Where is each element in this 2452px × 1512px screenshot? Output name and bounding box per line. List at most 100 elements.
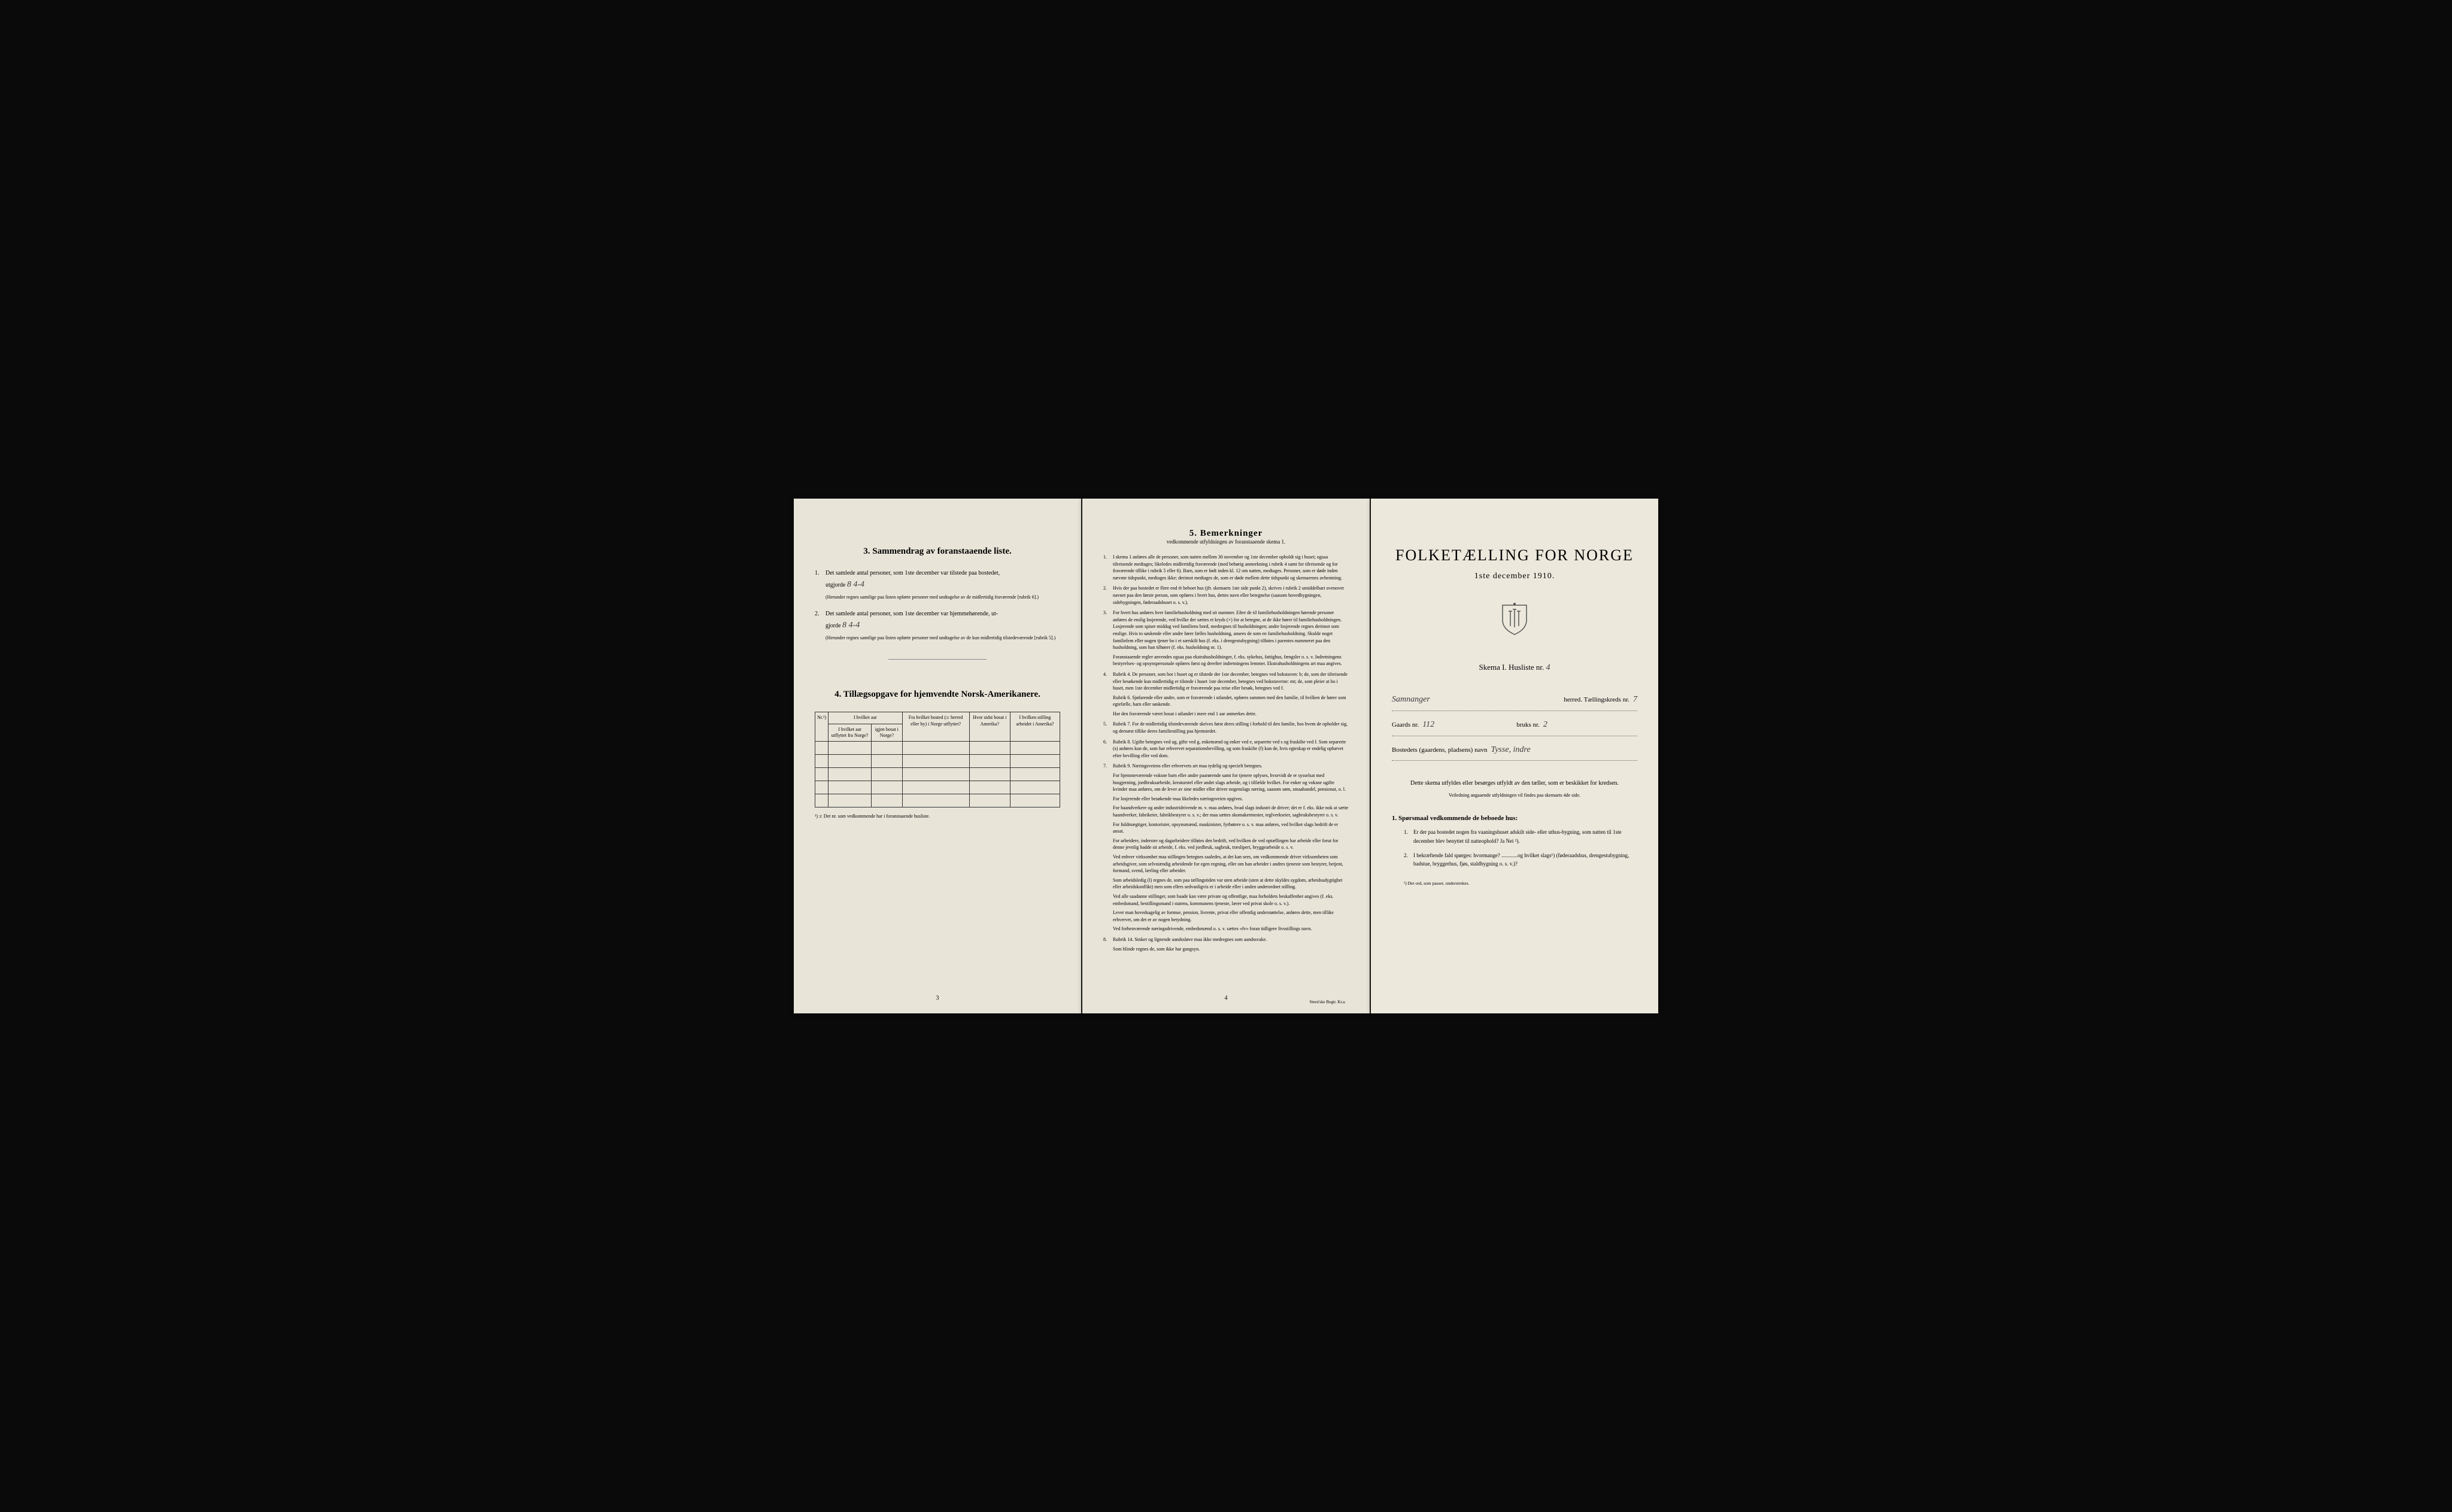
section3-title: 3. Sammendrag av foranstaaende liste. — [815, 546, 1060, 557]
table-row — [815, 755, 1060, 768]
remark-item: 7. Rubrik 9. Næringsveiens eller erhverve… — [1103, 763, 1349, 932]
gaards-label: Gaards nr. — [1392, 718, 1419, 732]
item-num: 1. — [815, 569, 820, 578]
remark-item: 5. Rubrik 7. For de midlertidig tilstedev… — [1103, 721, 1349, 734]
section4-title: 4. Tillægsopgave for hjemvendte Norsk-Am… — [815, 690, 1060, 700]
remark-num: 2. — [1103, 585, 1107, 592]
herred-label: herred. Tællingskreds nr. — [1564, 693, 1629, 707]
question-1: 1. Er der paa bostedet nogen fra vaaning… — [1404, 828, 1637, 845]
item2-text: Det samlede antal personer, som 1ste dec… — [826, 611, 998, 617]
divider — [888, 659, 987, 660]
item-1: 1. Det samlede antal personer, som 1ste … — [815, 569, 1060, 601]
remark-para: Rubrik 8. Ugifte betegnes ved ug, gifte … — [1113, 739, 1349, 760]
page-right: FOLKETÆLLING FOR NORGE 1ste december 191… — [1371, 499, 1658, 1013]
herred-value: Samnanger — [1392, 691, 1564, 709]
q2-text: I bekræftende fald spørges: hvormange? .… — [1413, 852, 1629, 867]
q-num: 2. — [1404, 851, 1408, 860]
q1-text: Er der paa bostedet nogen fra vaaningshu… — [1413, 829, 1622, 843]
section5-subtitle: vedkommende utfyldningen av foranstaaend… — [1103, 539, 1349, 545]
form-fields: Samnanger herred. Tællingskreds nr. 7 Ga… — [1392, 691, 1637, 761]
skema-line: Skema I. Husliste nr. 4 — [1392, 663, 1637, 673]
question-title: 1. Spørsmaal vedkommende de beboede hus: — [1392, 815, 1637, 822]
remarks-list: 1. I skema 1 anføres alle de personer, so… — [1103, 554, 1349, 952]
table-footnote: ¹) ɔ: Det nr. som vedkommende har i fora… — [815, 813, 1060, 819]
table-row — [815, 768, 1060, 781]
bosted-value: Tysse, indre — [1491, 741, 1637, 760]
item1-value: 8 4-4 — [847, 580, 864, 589]
item1-text: Det samlede antal personer, som 1ste dec… — [826, 570, 1000, 576]
item2-value: 8 4-4 — [842, 621, 860, 630]
document-spread: 3. Sammendrag av foranstaaende liste. 1.… — [794, 499, 1658, 1013]
main-title: FOLKETÆLLING FOR NORGE — [1392, 546, 1637, 564]
remark-para: Rubrik 9. Næringsveiens eller erhvervets… — [1113, 763, 1349, 770]
remark-para: Som blinde regnes de, som ikke har gangs… — [1113, 946, 1349, 953]
remark-para: For fuldmægtiger, kontorister, opsynsmæn… — [1113, 821, 1349, 835]
instructions-main: Dette skema utfyldes eller besørges utfy… — [1392, 779, 1637, 788]
table-row — [815, 742, 1060, 755]
th-amerika: Hvor sidst bosat i Amerika? — [969, 712, 1010, 742]
coat-of-arms-icon — [1392, 602, 1637, 642]
remark-num: 6. — [1103, 739, 1107, 746]
amerikanere-table: Nr.¹) I hvilket aar Fra hvilket bosted (… — [815, 712, 1060, 807]
remark-para: For haandverkere og andre industridriven… — [1113, 804, 1349, 818]
remark-num: 3. — [1103, 609, 1107, 617]
item-num: 2. — [815, 609, 820, 619]
item2-word: gjorde — [826, 623, 841, 629]
remark-para: Som arbeidsledig (l) regnes de, som paa … — [1113, 877, 1349, 891]
remark-para: I skema 1 anføres alle de personer, som … — [1113, 554, 1349, 581]
kreds-nr: 7 — [1633, 691, 1637, 709]
herred-line: Samnanger herred. Tællingskreds nr. 7 — [1392, 691, 1637, 711]
gaards-nr: 112 — [1422, 716, 1516, 734]
remark-num: 1. — [1103, 554, 1107, 561]
page-number: 3 — [936, 995, 939, 1001]
remark-para: Rubrik 4. De personer, som bor i huset o… — [1113, 671, 1349, 692]
th-aar: I hvilket aar — [829, 712, 903, 724]
remark-item: 3.For hvert hus anføres hver familiehush… — [1103, 609, 1349, 667]
item1-word: utgjorde — [826, 582, 845, 588]
remark-para: Ved enhver virksomhet maa stillingen bet… — [1113, 854, 1349, 875]
remark-item: 6. Rubrik 8. Ugifte betegnes ved ug, gift… — [1103, 739, 1349, 760]
th-stilling: I hvilken stilling arbeidet i Amerika? — [1010, 712, 1060, 742]
remark-para: For arbeidere, inderster og dagarbeidere… — [1113, 837, 1349, 851]
remark-para: Foranstaaende regler anvendes ogsaa paa … — [1113, 654, 1349, 667]
remark-para: Ved forhenværende næringsdrivende, embed… — [1113, 925, 1349, 933]
table-body — [815, 742, 1060, 807]
th-bosted: Fra hvilket bosted (ɔ: herred eller by) … — [902, 712, 969, 742]
husliste-nr: 4 — [1546, 663, 1550, 672]
th-utflyttet: I hvilket aar utflyttet fra Norge? — [829, 724, 872, 742]
bruks-nr: 2 — [1543, 716, 1637, 734]
remark-para: Rubrik 14. Sinker og lignende aandssløve… — [1113, 936, 1349, 943]
remark-num: 7. — [1103, 763, 1107, 770]
th-nr: Nr.¹) — [815, 712, 829, 742]
remark-para: For losjerende eller besøkende maa likel… — [1113, 796, 1349, 803]
table-row — [815, 781, 1060, 794]
printer-mark: Steen'ske Bogtr. Kr.a. — [1309, 1000, 1346, 1004]
item-2: 2. Det samlede antal personer, som 1ste … — [815, 609, 1060, 642]
page-number: 4 — [1225, 995, 1228, 1001]
bruks-label: bruks nr. — [1516, 718, 1540, 732]
remark-para: Ved alle saadanne stillinger, som baade … — [1113, 893, 1349, 907]
th-igjen: igjen bosat i Norge? — [872, 724, 903, 742]
instructions-small: Veiledning angaaende utfyldningen vil fi… — [1392, 792, 1637, 800]
date-line: 1ste december 1910. — [1392, 572, 1637, 581]
remark-num: 8. — [1103, 936, 1107, 943]
remark-item: 4. Rubrik 4. De personer, som bor i huset… — [1103, 671, 1349, 718]
table-row — [815, 794, 1060, 807]
bosted-label: Bostedets (gaardens, pladsens) navn — [1392, 743, 1487, 757]
remark-num: 4. — [1103, 671, 1107, 678]
item1-note: (Herunder regnes samtlige paa listen opf… — [826, 594, 1060, 600]
remark-para: Har den fraværende været bosat i utlande… — [1113, 711, 1349, 718]
question-2: 2. I bekræftende fald spørges: hvormange… — [1404, 851, 1637, 869]
remark-para: Rubrik 7. For de midlertidig tilstedevær… — [1113, 721, 1349, 734]
question-list: 1. Er der paa bostedet nogen fra vaaning… — [1392, 828, 1637, 869]
remark-item: 2.Hvis der paa bostedet er flere end ét … — [1103, 585, 1349, 606]
section5-title: 5. Bemerkninger — [1103, 529, 1349, 539]
instructions: Dette skema utfyldes eller besørges utfy… — [1392, 779, 1637, 800]
q-num: 1. — [1404, 828, 1408, 836]
page-left: 3. Sammendrag av foranstaaende liste. 1.… — [794, 499, 1081, 1013]
remark-item: 1. I skema 1 anføres alle de personer, so… — [1103, 554, 1349, 581]
remark-para: Lever man hovedsagelig av formue, pensio… — [1113, 909, 1349, 923]
remark-para: Rubrik 6. Sjøfarende eller andre, som er… — [1113, 694, 1349, 708]
bosted-line: Bostedets (gaardens, pladsens) navn Tyss… — [1392, 741, 1637, 761]
remark-num: 5. — [1103, 721, 1107, 728]
